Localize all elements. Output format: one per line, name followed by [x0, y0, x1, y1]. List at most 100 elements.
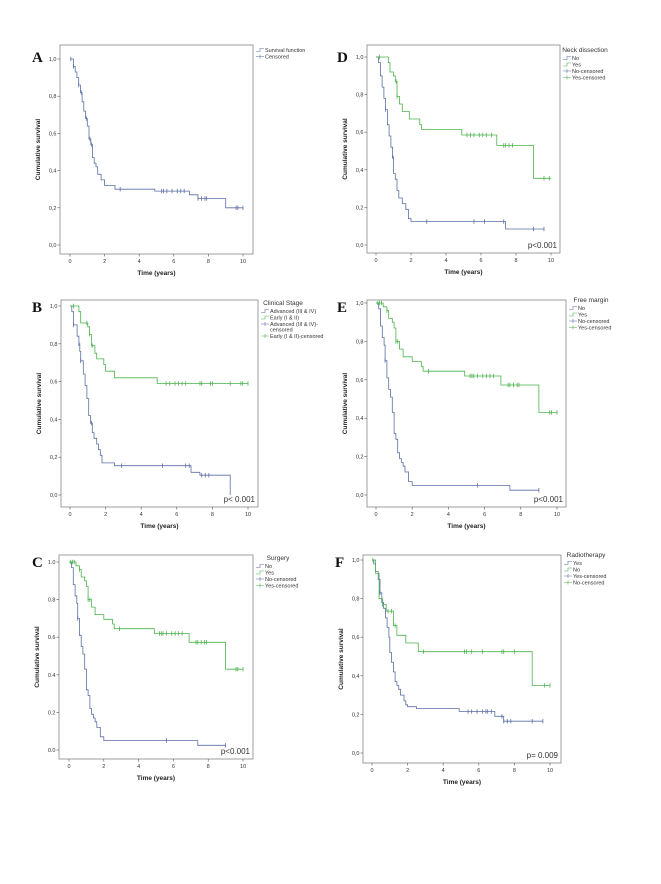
p-value: p= 0.009 — [527, 751, 559, 760]
legend-label: Advanced (III & IV)-censored — [270, 322, 318, 334]
y-tick-label: 0,0 — [356, 243, 364, 249]
legend-title: Radiotherapy — [567, 552, 606, 559]
x-tick-label: 8 — [514, 258, 517, 264]
x-tick-label: 8 — [207, 259, 210, 265]
y-tick-label: 0,8 — [50, 342, 58, 348]
legend-title: Clinical Stage — [263, 300, 303, 307]
panel-letter: D — [337, 50, 348, 66]
p-value: p<0.001 — [534, 495, 564, 504]
y-tick-label: 0.2 — [48, 710, 56, 716]
plot-frame — [366, 299, 567, 508]
x-tick-label: 6 — [477, 768, 480, 774]
x-tick-label: 2 — [406, 768, 409, 774]
survival-curve-early-i-ii- — [70, 305, 248, 384]
y-axis-title: Cumulative survival — [342, 118, 349, 180]
y-tick-label: 0,6 — [50, 380, 58, 386]
legend-step-icon — [261, 309, 269, 313]
y-tick-label: 0,4 — [49, 169, 57, 175]
x-tick-label: 10 — [548, 258, 554, 264]
legend-censor-icon — [261, 334, 269, 338]
legend-step-icon — [261, 315, 269, 320]
panel-letter: F — [335, 555, 344, 571]
legend-censor-icon — [563, 75, 571, 80]
x-tick-label: 4 — [140, 512, 143, 518]
x-tick-label: 2 — [409, 258, 412, 264]
x-tick-label: 0 — [68, 259, 71, 265]
panel-letter: E — [337, 300, 347, 316]
x-tick-label: 0 — [370, 768, 373, 774]
p-value: p<0.001 — [221, 747, 251, 756]
survival-curve-advanced-iii-iv- — [70, 305, 231, 495]
x-axis-title: Time (years) — [443, 779, 481, 786]
legend-label: Yes-censored — [572, 76, 605, 82]
y-tick-label: 0,8 — [356, 93, 364, 99]
x-tick-label: 8 — [207, 764, 210, 770]
legend-censor-icon — [256, 577, 264, 581]
x-tick-label: 0 — [67, 764, 70, 770]
legend-label: No — [265, 564, 272, 570]
y-tick-label: 0,2 — [356, 455, 364, 461]
y-tick-label: 0,4 — [356, 168, 364, 174]
legend-step-icon — [256, 48, 264, 52]
y-tick-label: 0,2 — [50, 455, 58, 461]
legend-label: Early (I & II)-censored — [270, 334, 324, 340]
x-tick-label: 8 — [513, 768, 516, 774]
x-tick-label: 2 — [102, 764, 105, 770]
x-tick-label: 4 — [444, 258, 447, 264]
plot-frame — [362, 554, 562, 764]
y-tick-label: 1,0 — [50, 304, 58, 310]
panel-letter: A — [32, 50, 43, 66]
x-tick-label: 0 — [68, 512, 71, 518]
x-tick-label: 10 — [547, 768, 553, 774]
legend-step-icon — [563, 62, 571, 67]
legend-censor-icon — [256, 54, 264, 59]
x-tick-label: 2 — [103, 259, 106, 265]
survival-curve-no — [376, 302, 539, 491]
x-axis-title: Time (years) — [444, 269, 482, 276]
legend-step-icon — [564, 567, 572, 572]
legend-step-icon — [569, 312, 577, 317]
x-tick-label: 0 — [374, 512, 377, 518]
x-tick-label: 6 — [172, 259, 175, 265]
legend-label: Early (I & II) — [270, 316, 299, 322]
survival-curve-no — [376, 56, 544, 230]
legend-label: Survival function — [265, 48, 305, 54]
x-tick-label: 0 — [374, 258, 377, 264]
y-tick-label: 0,2 — [352, 712, 360, 718]
km-panel-c: C 0 2 4 6 8 10 0.0 0.2 0.4 0.6 0.8 1.0 Time (years) Cu… — [32, 554, 298, 782]
y-tick-label: 0,6 — [356, 378, 364, 384]
legend-step-icon — [563, 56, 571, 60]
x-tick-label: 6 — [483, 512, 486, 518]
legend-label: Censored — [265, 55, 289, 61]
x-axis-title: Time (years) — [140, 523, 178, 530]
x-tick-label: 8 — [211, 512, 214, 518]
y-tick-label: 0,8 — [352, 597, 360, 603]
legend-censor-icon — [563, 69, 571, 73]
y-axis-title: Cumulative survival — [342, 373, 349, 435]
legend-label: No — [578, 306, 585, 312]
legend-label: Yes — [572, 63, 581, 69]
km-panel-b: B 0 2 4 6 8 10 0,0 0,2 0,4 0,6 0,8 1,0 Time (years) Cu… — [32, 299, 324, 530]
x-axis-title: Time (years) — [137, 270, 175, 277]
x-axis-title: Time (years) — [137, 775, 175, 782]
legend-title: Surgery — [267, 555, 291, 562]
y-tick-label: 0.0 — [48, 748, 56, 754]
legend-label: Yes-censored — [578, 326, 611, 332]
legend-censor-icon — [256, 583, 264, 588]
legend-label: No — [572, 56, 579, 62]
legend-step-icon — [256, 570, 264, 575]
km-panel-e: E 0 2 4 6 8 10 0,0 0,2 0,4 0,6 0,8 1,0 Time (years) Cu… — [337, 297, 611, 530]
y-tick-label: 0.6 — [48, 635, 56, 641]
y-tick-label: 1,0 — [49, 57, 57, 63]
x-tick-label: 6 — [479, 258, 482, 264]
x-tick-label: 4 — [138, 259, 141, 265]
p-value: p<0.001 — [528, 241, 558, 250]
legend-label: Advanced (III & IV) — [270, 309, 316, 315]
y-tick-label: 0,6 — [352, 635, 360, 641]
plot-frame — [58, 554, 254, 760]
survival-curve-survival-function — [70, 58, 243, 209]
x-tick-label: 2 — [104, 512, 107, 518]
x-tick-label: 10 — [240, 764, 246, 770]
x-tick-label: 8 — [519, 512, 522, 518]
y-tick-label: 0,8 — [49, 94, 57, 100]
